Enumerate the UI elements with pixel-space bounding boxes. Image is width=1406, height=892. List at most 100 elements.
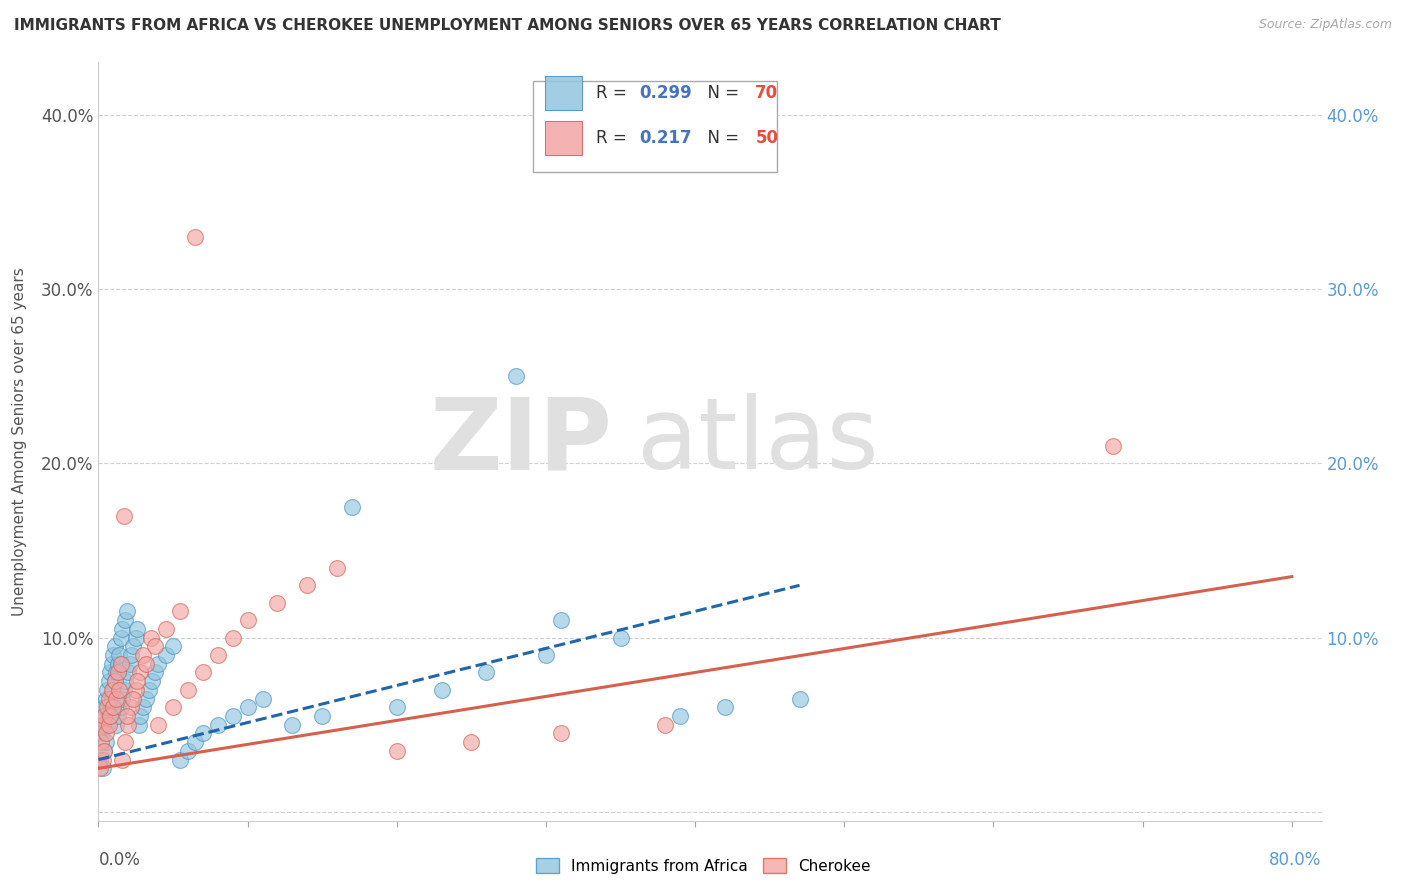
Point <box>111 691 134 706</box>
Point <box>108 648 131 662</box>
Point <box>97 718 120 732</box>
Point <box>97 674 120 689</box>
FancyBboxPatch shape <box>546 121 582 155</box>
Text: atlas: atlas <box>637 393 879 490</box>
Point <box>120 648 142 662</box>
Point <box>252 691 274 706</box>
Point <box>103 648 125 662</box>
FancyBboxPatch shape <box>533 81 778 172</box>
Point <box>125 631 148 645</box>
Text: 80.0%: 80.0% <box>1270 851 1322 869</box>
Point <box>132 648 155 662</box>
Point <box>311 709 333 723</box>
Point <box>114 735 136 749</box>
Point <box>162 700 184 714</box>
Point <box>714 700 737 714</box>
Point <box>146 657 169 671</box>
Point <box>104 640 127 654</box>
Point <box>101 691 124 706</box>
Point <box>121 640 143 654</box>
Point <box>94 691 117 706</box>
Point <box>114 613 136 627</box>
Point <box>184 229 207 244</box>
Point <box>111 622 134 636</box>
Point <box>143 640 166 654</box>
Point <box>107 665 129 680</box>
Point <box>93 709 115 723</box>
Point <box>125 682 148 697</box>
Point <box>98 665 121 680</box>
Point <box>91 718 114 732</box>
Point <box>236 700 259 714</box>
Point <box>550 726 572 740</box>
Point <box>96 682 118 697</box>
Point <box>1101 439 1123 453</box>
Point <box>104 674 127 689</box>
Point <box>654 718 676 732</box>
Point <box>143 665 166 680</box>
Point <box>101 682 124 697</box>
Point <box>141 674 163 689</box>
Point <box>112 508 135 523</box>
Point <box>169 753 191 767</box>
Point <box>90 726 112 740</box>
Text: 0.217: 0.217 <box>640 129 692 147</box>
Text: 70: 70 <box>755 84 779 102</box>
Point <box>128 718 150 732</box>
Point <box>115 605 138 619</box>
Point <box>266 596 288 610</box>
Point <box>98 700 121 714</box>
Point <box>96 700 118 714</box>
Point <box>117 665 139 680</box>
Point <box>129 665 152 680</box>
Point <box>127 622 149 636</box>
Point <box>118 657 141 671</box>
Point <box>110 631 132 645</box>
Point <box>108 682 131 697</box>
Point <box>135 657 157 671</box>
Text: 0.299: 0.299 <box>640 84 692 102</box>
Point <box>91 761 114 775</box>
Point <box>112 682 135 697</box>
Point <box>169 605 191 619</box>
Point <box>207 648 229 662</box>
Text: N =: N = <box>696 129 744 147</box>
Point <box>162 640 184 654</box>
Point <box>236 613 259 627</box>
Point <box>93 744 115 758</box>
Point <box>120 700 142 714</box>
Point <box>90 735 112 749</box>
Point <box>146 718 169 732</box>
Point <box>177 744 200 758</box>
Point <box>117 718 139 732</box>
FancyBboxPatch shape <box>546 76 582 110</box>
Point <box>121 691 143 706</box>
Text: 50: 50 <box>755 129 779 147</box>
Point <box>98 709 121 723</box>
Point <box>385 700 408 714</box>
Point <box>103 700 125 714</box>
Point <box>127 674 149 689</box>
Point <box>281 718 304 732</box>
Point <box>103 682 125 697</box>
Point <box>385 744 408 758</box>
Point <box>460 735 482 749</box>
Text: R =: R = <box>596 129 633 147</box>
Point <box>430 682 453 697</box>
Point <box>475 665 498 680</box>
Point <box>89 761 111 775</box>
Point <box>101 657 124 671</box>
Point <box>155 622 177 636</box>
Point <box>96 718 118 732</box>
Point <box>132 700 155 714</box>
Text: IMMIGRANTS FROM AFRICA VS CHEROKEE UNEMPLOYMENT AMONG SENIORS OVER 65 YEARS CORR: IMMIGRANTS FROM AFRICA VS CHEROKEE UNEMP… <box>14 18 1001 33</box>
Point <box>139 631 162 645</box>
Y-axis label: Unemployment Among Seniors over 65 years: Unemployment Among Seniors over 65 years <box>13 268 27 615</box>
Point <box>115 709 138 723</box>
Point <box>94 726 117 740</box>
Point <box>93 744 115 758</box>
Point <box>184 735 207 749</box>
Point <box>177 682 200 697</box>
Point <box>221 709 243 723</box>
Point <box>111 753 134 767</box>
